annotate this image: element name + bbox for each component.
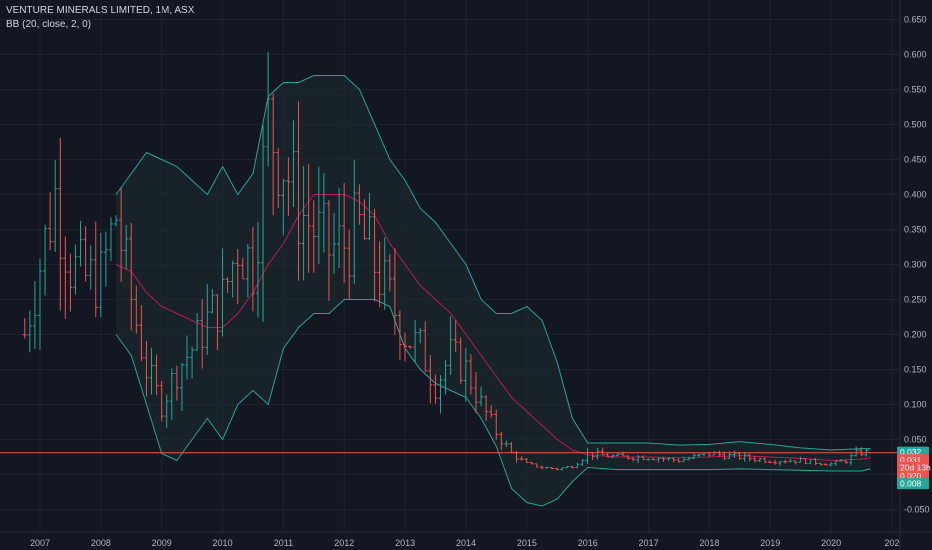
price-tag-label: 0.032 [900,447,922,457]
bb-lower-line [115,299,871,507]
time-tick-label: 2014 [456,538,476,548]
price-tag-label: 0.020 [900,471,922,481]
time-tick-label: 2009 [152,538,172,548]
price-tick-label: 0.550 [904,85,927,95]
price-tick-label: -0.050 [904,505,930,515]
price-tick-label: 0.500 [904,120,927,130]
price-tick-label: 0.300 [904,260,927,270]
bb-upper-line [115,75,871,451]
time-tick-label: 2013 [395,538,415,548]
price-tick-label: 0.200 [904,330,927,340]
time-tick-label: 2017 [639,538,659,548]
price-tag [897,478,929,490]
price-tick-label: 0.600 [904,50,927,60]
price-tick-label: 0.350 [904,225,927,235]
time-axis[interactable]: 2007 2008 2009 2010 2011 2012 2013 2014 2015 2016… [30,538,900,548]
price-tick-label: 0.400 [904,190,927,200]
price-tick-label: 0.450 [904,155,927,165]
time-tick-label: 2012 [334,538,354,548]
bb-fill [116,75,871,506]
time-tick-label: 2016 [578,538,598,548]
price-tick-label: 0.100 [904,400,927,410]
price-tag-label: 20d 13h [900,463,931,473]
time-tick-label: 2010 [213,538,233,548]
time-tick-label: 202 [884,538,899,548]
time-tick-label: 2019 [760,538,780,548]
price-tag-label: 0.031 [900,455,922,465]
time-tick-label: 2020 [821,538,841,548]
price-tick-label: 0.150 [904,365,927,375]
price-tick-label: 0.250 [904,295,927,305]
price-tick-label: 0.650 [904,15,927,25]
time-tick-label: 2015 [517,538,537,548]
time-tick-label: 2007 [30,538,50,548]
time-tick-label: 2011 [274,538,293,548]
price-tick-label: 0.050 [904,435,927,445]
symbol-title[interactable]: VENTURE MINERALS LIMITED, 1M, ASX [6,5,195,16]
price-tag-label: 0.008 [900,479,922,489]
price-tag [897,462,929,473]
bollinger-bands [115,75,871,507]
chart-legend: VENTURE MINERALS LIMITED, 1M, ASX BB (20… [6,4,194,32]
price-axis[interactable]: 0.650 0.600 0.550 0.500 0.450 0.400 0.350 0.300… [904,15,930,515]
time-tick-label: 2018 [699,538,719,548]
indicator-label[interactable]: BB (20, close, 2, 0) [6,19,92,30]
time-tick-label: 2008 [91,538,111,548]
